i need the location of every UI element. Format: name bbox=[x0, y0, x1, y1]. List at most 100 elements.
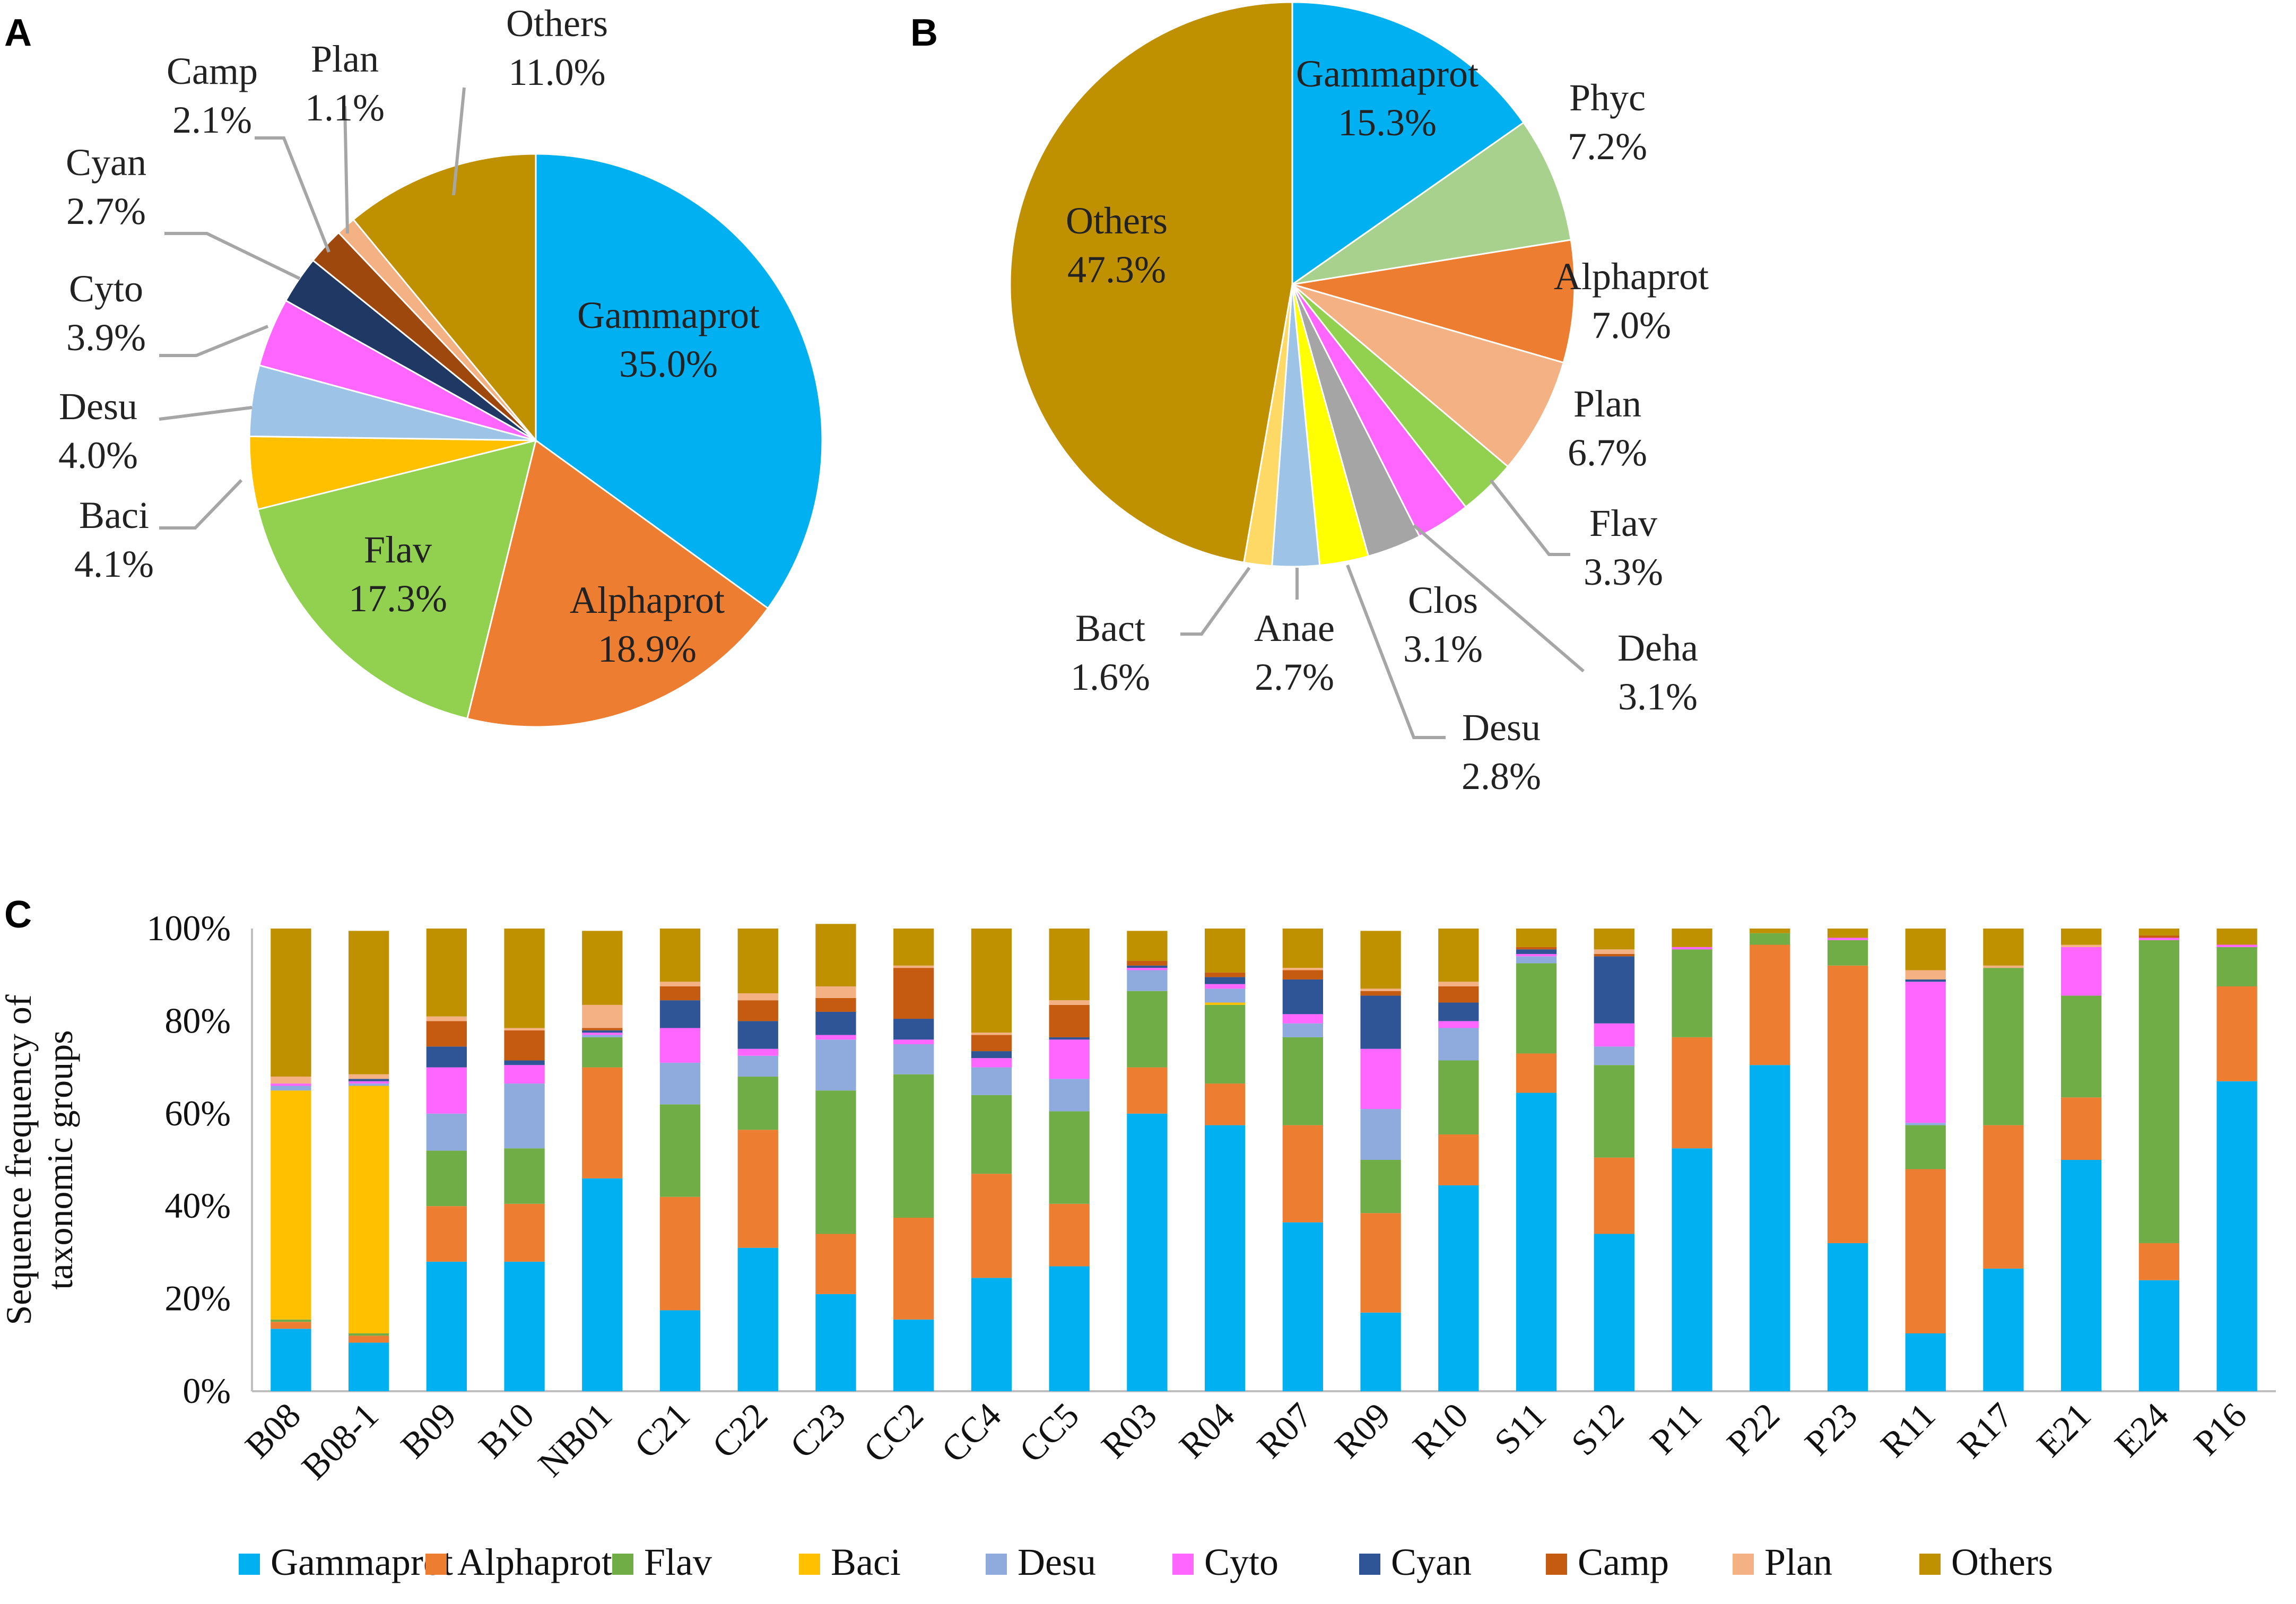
bar-r11-cyan bbox=[1905, 979, 1946, 982]
x-tick-label: CC2 bbox=[856, 1395, 931, 1470]
bar-c21-camp bbox=[659, 986, 701, 1001]
bar-nb01-desu bbox=[582, 1035, 623, 1037]
bar-r10-cyan bbox=[1438, 1002, 1479, 1021]
bar-r09-others bbox=[1360, 931, 1401, 989]
pie-chart-a: Gammaprot 35.0% Alphaprot 18.9% Flav 17.3% Bac… bbox=[58, 2, 823, 728]
x-tick-label: CC4 bbox=[934, 1395, 1009, 1470]
bar-cc5-others bbox=[1049, 929, 1090, 1001]
bar-b08-1-others bbox=[348, 931, 389, 1074]
bar-s11-cyan bbox=[1516, 949, 1557, 954]
pie-a-pct-cyan: 2.7% bbox=[66, 190, 146, 232]
pie-b-slice-phyc bbox=[1292, 121, 1572, 285]
bar-cc4-plan bbox=[971, 1033, 1012, 1035]
pie-a-leader-plan bbox=[343, 106, 349, 234]
bar-p16-flav bbox=[2216, 947, 2257, 986]
bar-s12-gammaprot bbox=[1594, 1234, 1634, 1391]
bar-nb01-plan bbox=[582, 1004, 623, 1028]
bar-r07-camp bbox=[1282, 970, 1324, 979]
bar-cc4-camp bbox=[971, 1035, 1012, 1052]
pie-b-pct-alphaprot: 7.0% bbox=[1591, 304, 1671, 346]
x-tick-label: P22 bbox=[1719, 1395, 1787, 1463]
pie-b-pct-deha: 3.1% bbox=[1618, 675, 1698, 718]
pie-a-pct-others: 11.0% bbox=[508, 51, 605, 93]
bar-s12-cyto bbox=[1594, 1023, 1634, 1047]
legend-label-cyto: Cyto bbox=[1204, 1541, 1279, 1583]
y-tick-label: 80% bbox=[164, 1000, 231, 1041]
bar-r10-camp bbox=[1438, 986, 1479, 1003]
bar-cc2-plan bbox=[893, 965, 934, 968]
bar-c21-alphaprot bbox=[659, 1197, 701, 1311]
bar-p22-alphaprot bbox=[1750, 944, 1790, 1065]
pie-a-slice-others bbox=[352, 153, 537, 443]
pie-b-pct-anae: 2.7% bbox=[1255, 656, 1334, 698]
pie-a-label-cyto: Cyto bbox=[69, 267, 143, 310]
bar-b10-cyto bbox=[504, 1065, 545, 1084]
bar-b08-1-gammaprot bbox=[348, 1342, 389, 1391]
bar-p11-others bbox=[1672, 929, 1712, 947]
pie-a-label-gammaprot: Gammaprot bbox=[577, 294, 760, 336]
bar-nb01-alphaprot bbox=[582, 1067, 623, 1178]
bar-cc2-desu bbox=[893, 1044, 934, 1074]
bar-e24-others bbox=[2138, 929, 2180, 936]
bar-p11-alphaprot bbox=[1672, 1037, 1712, 1149]
x-tick-label: P16 bbox=[2186, 1395, 2255, 1463]
bar-r03-gammaprot bbox=[1127, 1113, 1168, 1391]
bar-r09-flav bbox=[1360, 1160, 1401, 1213]
y-tick-label: 40% bbox=[164, 1185, 231, 1226]
pie-a-label-alphaprot: Alphaprot bbox=[570, 579, 725, 621]
bar-b10-flav bbox=[504, 1148, 545, 1204]
legend-swatch-camp bbox=[1546, 1554, 1567, 1575]
bar-r04-desu bbox=[1204, 989, 1246, 1003]
bar-cc2-cyan bbox=[893, 1019, 934, 1040]
bar-cc2-flav bbox=[893, 1074, 934, 1218]
bar-r11-others bbox=[1905, 929, 1946, 970]
pie-a-slice-gammaprot bbox=[535, 153, 823, 610]
bar-e21-plan bbox=[2061, 944, 2102, 947]
bar-r17-alphaprot bbox=[1983, 1125, 2024, 1269]
bar-nb01-gammaprot bbox=[582, 1178, 623, 1391]
bar-r07-desu bbox=[1282, 1023, 1324, 1037]
bar-r10-desu bbox=[1438, 1028, 1479, 1061]
bar-b10-desu bbox=[504, 1083, 545, 1149]
x-tick-label: E24 bbox=[2107, 1395, 2176, 1464]
pie-b-leader-flav bbox=[1489, 479, 1570, 556]
bar-c22-cyan bbox=[737, 1021, 778, 1049]
bar-e24-camp bbox=[2138, 935, 2180, 938]
bar-s12-camp bbox=[1594, 953, 1634, 957]
bar-r07-flav bbox=[1282, 1037, 1324, 1125]
bar-e24-alphaprot bbox=[2138, 1243, 2180, 1280]
bar-b08-alphaprot bbox=[271, 1322, 311, 1329]
pie-b-label-phyc: Phyc bbox=[1569, 76, 1646, 119]
pie-b-pct-others: 47.3% bbox=[1067, 248, 1166, 291]
bar-cc4-cyto bbox=[971, 1058, 1012, 1068]
pie-a-pct-alphaprot: 18.9% bbox=[598, 628, 697, 670]
bar-cc5-cyan bbox=[1049, 1037, 1090, 1040]
bar-r09-camp bbox=[1360, 991, 1401, 996]
bar-s11-others bbox=[1516, 929, 1557, 947]
bar-c23-cyan bbox=[815, 1011, 856, 1035]
bar-c22-alphaprot bbox=[737, 1130, 778, 1248]
bar-cc2-alphaprot bbox=[893, 1218, 934, 1320]
bar-c21-others bbox=[659, 929, 701, 982]
bar-p22-others bbox=[1750, 929, 1790, 933]
bar-p23-alphaprot bbox=[1827, 965, 1868, 1243]
bar-r17-gammaprot bbox=[1983, 1268, 2024, 1391]
bar-c22-camp bbox=[737, 1000, 778, 1021]
bar-cc2-gammaprot bbox=[893, 1319, 934, 1391]
pie-b-slice-gammaprot bbox=[1291, 1, 1525, 286]
bar-b09-camp bbox=[426, 1021, 467, 1047]
bar-e21-gammaprot bbox=[2061, 1160, 2102, 1391]
bar-c21-gammaprot bbox=[659, 1310, 701, 1391]
bar-s12-others bbox=[1594, 929, 1634, 950]
bar-s11-cyto bbox=[1516, 953, 1557, 957]
bar-c21-cyan bbox=[659, 1000, 701, 1028]
pie-b-pct-desu: 2.8% bbox=[1462, 755, 1541, 797]
legend-label-others: Others bbox=[1951, 1541, 2053, 1583]
bar-r03-alphaprot bbox=[1127, 1067, 1168, 1114]
pie-b-pct-gammaprot: 15.3% bbox=[1338, 101, 1437, 144]
x-tick-label: NB01 bbox=[530, 1395, 620, 1485]
bar-b08-1-desu bbox=[348, 1083, 389, 1086]
bar-s11-alphaprot bbox=[1516, 1053, 1557, 1093]
bar-c22-gammaprot bbox=[737, 1247, 778, 1391]
bar-b09-desu bbox=[426, 1113, 467, 1151]
